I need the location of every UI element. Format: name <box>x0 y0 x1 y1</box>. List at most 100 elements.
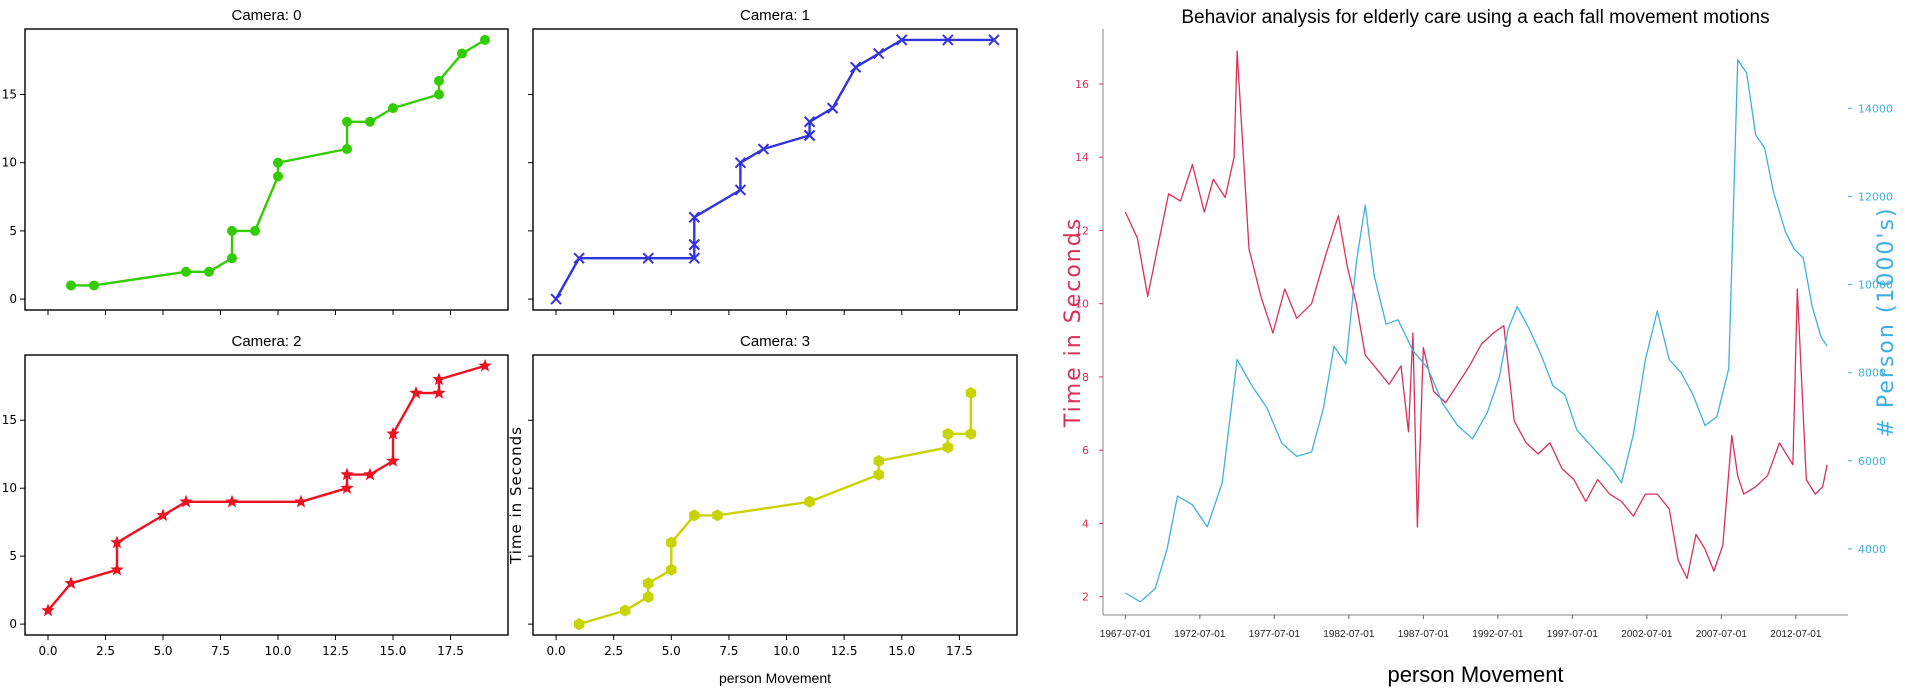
data-point <box>110 562 124 576</box>
x-tick-label: 2007-07-01 <box>1696 629 1748 640</box>
person-series-line <box>1124 59 1828 603</box>
x-tick-label: 1972-07-01 <box>1174 629 1226 640</box>
x-tick-label: 1987-07-01 <box>1398 629 1450 640</box>
x-tick-label: 10.0 <box>773 644 800 658</box>
data-point <box>896 34 908 46</box>
data-point <box>342 116 352 127</box>
data-point <box>434 75 444 86</box>
data-point <box>942 34 954 46</box>
data-point <box>550 293 562 305</box>
data-point <box>666 536 677 549</box>
data-point <box>340 481 354 494</box>
axes-frame <box>24 354 509 636</box>
data-point <box>409 386 423 399</box>
data-point <box>826 102 839 114</box>
data-point <box>41 603 55 617</box>
data-point <box>227 253 237 264</box>
y-left-tick-label: 6 <box>1082 444 1089 457</box>
data-point <box>365 116 375 127</box>
data-point <box>849 61 862 73</box>
subplot-title: Camera: 0 <box>231 7 301 24</box>
x-tick-label: 15.0 <box>380 644 407 658</box>
data-point <box>110 535 124 549</box>
data-point <box>66 280 76 291</box>
y-right-tick-label: 14000 <box>1858 102 1893 115</box>
data-point <box>757 143 770 155</box>
data-point <box>689 509 700 522</box>
y-axis-label: Time in Seconds <box>507 426 525 565</box>
data-point <box>388 103 398 114</box>
data-point <box>873 468 884 481</box>
series-line <box>578 393 973 626</box>
data-point <box>434 89 444 100</box>
x-tick-label: 5.0 <box>662 644 681 658</box>
x-tick-label: 1982-07-01 <box>1323 629 1375 640</box>
data-point <box>688 211 701 223</box>
data-point <box>227 225 237 236</box>
y-tick-label: 10 <box>2 156 17 170</box>
y-right-tick-label: 12000 <box>1858 190 1893 203</box>
x-tick-label: 0.0 <box>547 644 566 658</box>
x-tick-label: 7.5 <box>211 644 230 658</box>
data-point <box>204 266 214 277</box>
y-left-tick-label: 2 <box>1082 591 1089 604</box>
camera-plot-3: Camera: 3 0.0 2.5 5.0 7.5 10.0 12.5 15.0 17.5 per… <box>507 333 1018 686</box>
data-point <box>340 467 354 481</box>
data-point <box>965 387 977 400</box>
data-point <box>386 426 400 440</box>
y-tick-label: 10 <box>2 481 17 495</box>
x-tick-label: 1967-07-01 <box>1100 629 1152 640</box>
y-tick-label: 15 <box>2 87 17 101</box>
subplot-title: Camera: 3 <box>740 333 810 350</box>
data-point <box>666 563 677 576</box>
x-tick-label: 1997-07-01 <box>1547 629 1599 640</box>
x-tick-label: 1992-07-01 <box>1472 629 1524 640</box>
data-point <box>294 494 308 508</box>
y-left-tick-label: 8 <box>1082 371 1089 384</box>
x-tick-label: 2.5 <box>604 644 623 658</box>
axes-frame <box>532 354 1018 636</box>
data-point <box>432 386 446 399</box>
data-point <box>181 266 191 277</box>
data-point <box>734 184 747 196</box>
data-point <box>273 171 283 182</box>
y-left-axis-label: Time in Seconds <box>1061 217 1086 428</box>
y-tick-label: 0 <box>9 617 17 631</box>
axes-frame <box>532 28 1018 311</box>
x-tick-label: 2002-07-01 <box>1621 629 1673 640</box>
data-point <box>712 509 723 522</box>
y-left-tick-label: 16 <box>1075 78 1089 91</box>
x-tick-label: 10.0 <box>265 644 292 658</box>
x-axis-label: person Movement <box>1387 662 1563 687</box>
data-point <box>342 144 352 155</box>
data-point <box>480 34 490 45</box>
y-right-axis-label: # Person (1000's) <box>1874 206 1899 437</box>
data-point <box>942 427 954 440</box>
data-point <box>478 358 492 372</box>
x-tick-label: 12.5 <box>322 644 349 658</box>
data-point <box>573 618 585 631</box>
data-point <box>734 156 747 169</box>
camera-plot-1: Camera: 1 <box>528 7 1018 315</box>
data-point <box>873 47 885 60</box>
data-point <box>89 280 99 291</box>
y-left-tick-label: 14 <box>1075 151 1089 164</box>
data-point <box>250 225 260 236</box>
data-point <box>643 590 654 603</box>
data-point <box>573 252 585 264</box>
data-point <box>273 157 283 168</box>
data-point <box>873 455 884 468</box>
x-tick-label: 2012-07-01 <box>1770 629 1822 640</box>
x-tick-label: 17.5 <box>946 644 973 658</box>
y-right-tick-label: 10000 <box>1858 279 1893 292</box>
y-left-tick-label: 10 <box>1075 298 1089 311</box>
data-point <box>363 467 377 481</box>
x-tick-label: 1977-07-01 <box>1249 629 1301 640</box>
data-point <box>803 129 816 142</box>
x-axis-label: person Movement <box>719 670 831 686</box>
x-tick-label: 5.0 <box>153 644 172 658</box>
camera-plot-0: Camera: 0 0 5 10 15 <box>2 7 509 315</box>
data-point <box>942 441 954 454</box>
data-point <box>457 48 467 59</box>
x-tick-label: 12.5 <box>831 644 858 658</box>
